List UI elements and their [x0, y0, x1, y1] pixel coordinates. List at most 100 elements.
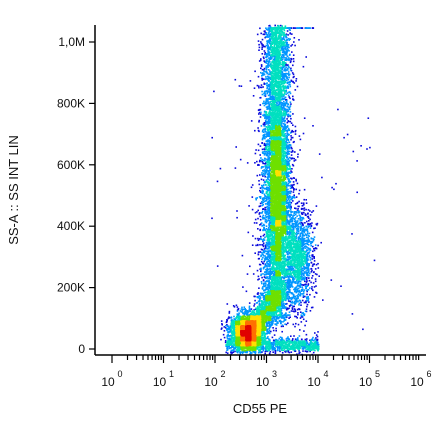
scatter-point [264, 229, 267, 231]
scatter-point [308, 344, 310, 347]
scatter-point [280, 317, 283, 319]
scatter-point [298, 352, 300, 354]
scatter-point [284, 81, 286, 83]
scatter-point [287, 314, 289, 317]
scatter-point [233, 326, 236, 328]
scatter-point [270, 267, 273, 270]
scatter-point [260, 293, 263, 296]
scatter-point [296, 182, 299, 185]
scatter-point [258, 113, 260, 115]
scatter-point [310, 242, 312, 245]
scatter-point [284, 51, 286, 53]
scatter-point [293, 189, 295, 191]
scatter-point [268, 165, 271, 168]
scatter-point [268, 54, 270, 56]
scatter-point [269, 90, 272, 92]
scatter-point [285, 133, 287, 135]
scatter-point [262, 292, 265, 295]
scatter-point [264, 136, 266, 138]
scatter-point [356, 191, 358, 194]
scatter-point [316, 347, 319, 349]
scatter-point [231, 349, 233, 352]
scatter-point [283, 73, 286, 75]
scatter-point [278, 320, 281, 322]
scatter-point [262, 262, 264, 264]
scatter-point [290, 298, 293, 301]
scatter-point [265, 116, 268, 119]
scatter-point [305, 234, 308, 237]
scatter-point [262, 123, 265, 125]
scatter-point [285, 164, 288, 167]
scatter-point [259, 296, 261, 298]
scatter-point [294, 281, 297, 283]
scatter-point [299, 270, 301, 273]
scatter-point [304, 338, 307, 341]
scatter-point [303, 207, 306, 209]
scatter-point [287, 127, 290, 130]
scatter-point [262, 187, 265, 189]
scatter-point [287, 196, 289, 198]
scatter-point [298, 350, 300, 352]
scatter-point [309, 227, 312, 229]
scatter-point [287, 106, 290, 109]
scatter-point [246, 310, 249, 312]
scatter-point [265, 264, 268, 267]
scatter-point [284, 68, 286, 70]
scatter-point [287, 37, 290, 40]
scatter-point [287, 44, 290, 46]
scatter-point [262, 129, 264, 132]
scatter-point [305, 254, 308, 256]
scatter-point [294, 242, 297, 245]
scatter-point [296, 211, 298, 214]
scatter-point [291, 157, 293, 160]
scatter-point [286, 174, 288, 177]
scatter-point [300, 301, 302, 304]
scatter-point [283, 262, 285, 265]
scatter-point [306, 257, 308, 260]
scatter-point [314, 247, 316, 250]
scatter-point [267, 77, 270, 80]
scatter-point [226, 337, 229, 340]
scatter-point [283, 33, 286, 36]
scatter-point [291, 274, 293, 277]
scatter-point [293, 301, 295, 304]
scatter-point [264, 299, 267, 301]
scatter-point [274, 97, 276, 99]
scatter-point [267, 140, 270, 143]
scatter-point [286, 39, 288, 41]
scatter-point [259, 229, 261, 232]
scatter-point [287, 206, 289, 209]
scatter-point [287, 168, 290, 171]
scatter-point [267, 97, 270, 100]
scatter-point [226, 346, 229, 349]
scatter-point [251, 352, 253, 354]
scatter-point [295, 78, 298, 80]
scatter-point [303, 330, 305, 332]
scatter-point [266, 325, 269, 327]
scatter-point [233, 327, 235, 330]
scatter-point [285, 48, 287, 50]
scatter-point [289, 230, 291, 232]
scatter-point [280, 81, 282, 84]
scatter-point [286, 125, 289, 128]
scatter-point [226, 336, 228, 338]
scatter-point [283, 80, 286, 82]
scatter-point [289, 300, 291, 303]
scatter-point [294, 303, 296, 305]
scatter-point [261, 292, 264, 295]
scatter-point [268, 150, 270, 153]
scatter-point [283, 341, 286, 343]
scatter-point [302, 235, 305, 237]
scatter-point [269, 78, 272, 81]
scatter-point [309, 257, 312, 259]
scatter-point [305, 285, 308, 288]
scatter-point [277, 48, 280, 51]
scatter-point [224, 340, 227, 342]
scatter-point [272, 58, 275, 61]
scatter-point [272, 344, 275, 347]
scatter-point [261, 351, 263, 353]
scatter-point [289, 101, 292, 103]
scatter-point [239, 353, 242, 355]
scatter-point [289, 61, 292, 64]
scatter-point [286, 201, 289, 204]
